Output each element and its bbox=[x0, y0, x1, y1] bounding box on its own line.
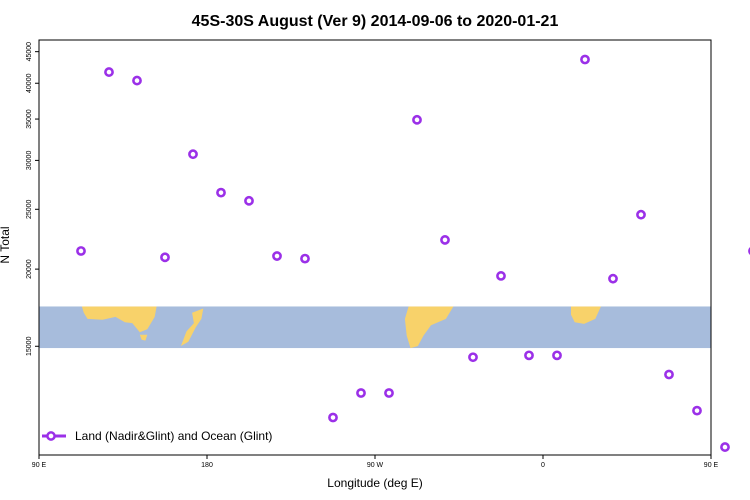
land-australia bbox=[81, 306, 157, 333]
chart-title: 45S-30S August (Ver 9) 2014-09-06 to 202… bbox=[192, 13, 559, 30]
data-point bbox=[692, 405, 702, 416]
data-point bbox=[468, 352, 478, 363]
data-point bbox=[552, 350, 562, 361]
y-tick-label: 45000 bbox=[26, 42, 33, 62]
data-point bbox=[328, 412, 338, 423]
data-point bbox=[104, 67, 114, 77]
land-tasmania bbox=[139, 334, 148, 341]
data-point bbox=[160, 252, 170, 263]
legend-label: Land (Nadir&Glint) and Ocean (Glint) bbox=[75, 429, 272, 443]
y-tick-label: 20000 bbox=[26, 259, 33, 279]
land-masses bbox=[81, 306, 601, 349]
y-tick-label: 15000 bbox=[26, 336, 33, 356]
land-south-africa bbox=[571, 306, 601, 324]
data-point bbox=[580, 54, 590, 65]
data-point bbox=[216, 187, 226, 198]
x-tick-label: 180 bbox=[201, 462, 213, 469]
data-point bbox=[440, 235, 450, 245]
x-tick-label: 90 E bbox=[704, 462, 719, 469]
data-point bbox=[384, 388, 394, 398]
y-axis-ticks: 15000 20000 25000 30000 35000 40000 45000 bbox=[26, 42, 39, 356]
data-point bbox=[272, 251, 282, 261]
data-points bbox=[76, 54, 750, 452]
legend: Land (Nadir&Glint) and Ocean (Glint) bbox=[42, 429, 272, 443]
data-point bbox=[524, 350, 534, 361]
data-point bbox=[188, 149, 198, 160]
x-axis-label: Longitude (deg E) bbox=[327, 476, 422, 490]
y-tick-label: 30000 bbox=[26, 151, 33, 171]
y-tick-label: 40000 bbox=[26, 73, 33, 93]
data-point bbox=[244, 195, 254, 206]
x-tick-label: 90 W bbox=[367, 462, 384, 469]
data-point bbox=[636, 209, 646, 220]
data-point bbox=[608, 273, 618, 284]
data-point bbox=[132, 75, 142, 86]
y-tick-label: 35000 bbox=[26, 109, 33, 129]
data-point bbox=[300, 253, 310, 264]
land-south-america bbox=[404, 306, 454, 349]
x-tick-label: 0 bbox=[541, 462, 545, 469]
y-axis-label: N Total bbox=[0, 226, 12, 263]
data-point bbox=[720, 442, 730, 452]
data-point bbox=[356, 388, 366, 398]
data-point bbox=[496, 271, 506, 281]
data-point bbox=[664, 369, 674, 380]
x-axis-ticks: 90 E 180 90 W 0 90 E bbox=[32, 455, 719, 469]
data-point bbox=[412, 114, 422, 125]
land-new-zealand bbox=[180, 308, 204, 346]
x-tick-label: 90 E bbox=[32, 462, 47, 469]
legend-marker bbox=[46, 431, 56, 441]
map-strip bbox=[39, 306, 711, 349]
plot-frame bbox=[38, 39, 712, 456]
y-tick-label: 25000 bbox=[26, 199, 33, 219]
data-point bbox=[76, 246, 86, 256]
